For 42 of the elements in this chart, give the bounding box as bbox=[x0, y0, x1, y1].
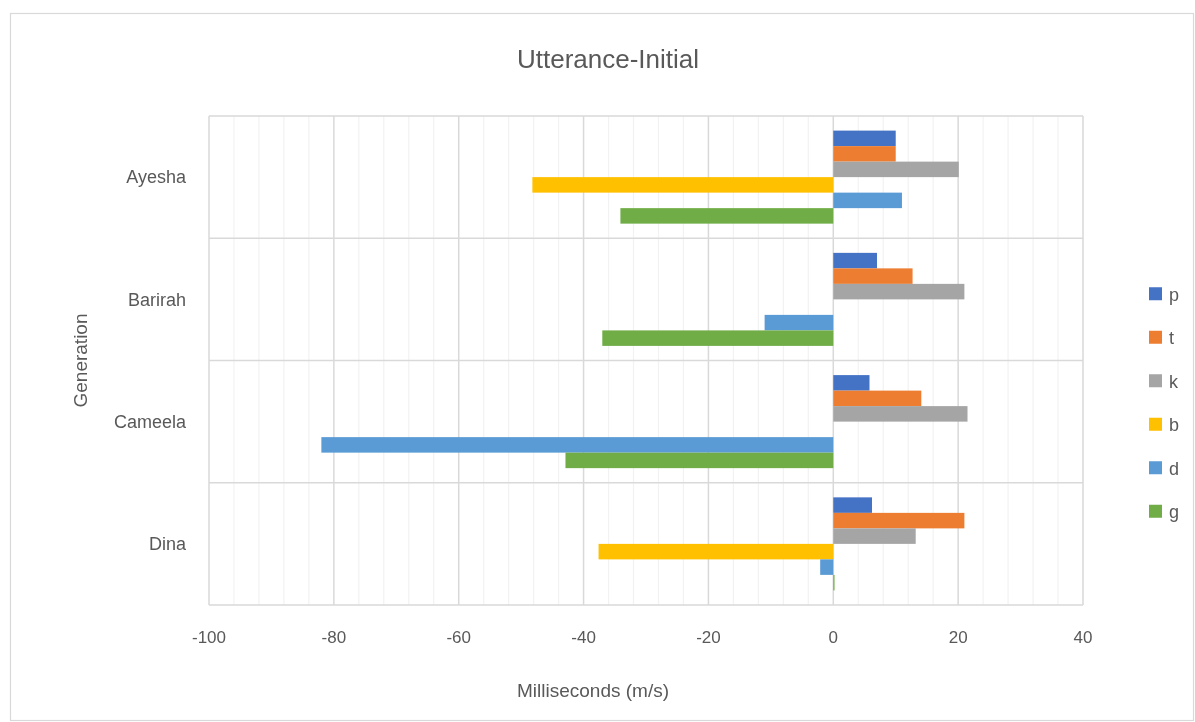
bar bbox=[833, 406, 968, 422]
bar bbox=[833, 146, 896, 162]
bar bbox=[833, 390, 922, 407]
bar bbox=[764, 314, 834, 331]
bar bbox=[833, 375, 870, 391]
bar bbox=[620, 208, 834, 224]
legend-label: k bbox=[1169, 371, 1179, 392]
x-tick-label: 40 bbox=[1073, 628, 1093, 647]
y-tick-label: Ayesha bbox=[126, 167, 187, 188]
bar bbox=[833, 497, 872, 513]
y-axis-title: Generation bbox=[70, 313, 91, 408]
x-tick-label: -80 bbox=[321, 628, 347, 647]
bar bbox=[602, 330, 834, 346]
bar bbox=[532, 177, 834, 193]
legend-label: t bbox=[1169, 328, 1175, 349]
bar bbox=[598, 543, 834, 560]
bar bbox=[565, 452, 834, 469]
x-tick-label: 20 bbox=[948, 628, 968, 647]
x-tick-label: -40 bbox=[571, 628, 596, 647]
x-tick-label: -20 bbox=[696, 628, 721, 647]
y-tick-label: Dina bbox=[148, 534, 187, 555]
x-tick-label: -100 bbox=[191, 628, 227, 647]
bar bbox=[833, 268, 913, 284]
bar bbox=[833, 512, 965, 529]
bar bbox=[820, 559, 834, 575]
legend-label: p bbox=[1169, 284, 1180, 305]
bar bbox=[321, 437, 834, 453]
chart-title: Utterance-Initial bbox=[516, 44, 700, 74]
y-tick-label: Cameela bbox=[113, 411, 187, 432]
x-tick-label: 0 bbox=[828, 628, 839, 647]
x-tick-label: -60 bbox=[446, 628, 471, 647]
x-axis-title: Milliseconds (m/s) bbox=[516, 680, 670, 701]
bar bbox=[833, 192, 902, 209]
legend-label: g bbox=[1169, 502, 1180, 523]
y-tick-label: Barirah bbox=[127, 289, 186, 310]
bar bbox=[833, 528, 916, 544]
legend-label: b bbox=[1169, 415, 1180, 436]
bar bbox=[833, 161, 959, 178]
bar bbox=[833, 252, 877, 269]
legend-label: d bbox=[1169, 458, 1180, 479]
bar bbox=[833, 130, 896, 147]
bar bbox=[833, 283, 965, 300]
